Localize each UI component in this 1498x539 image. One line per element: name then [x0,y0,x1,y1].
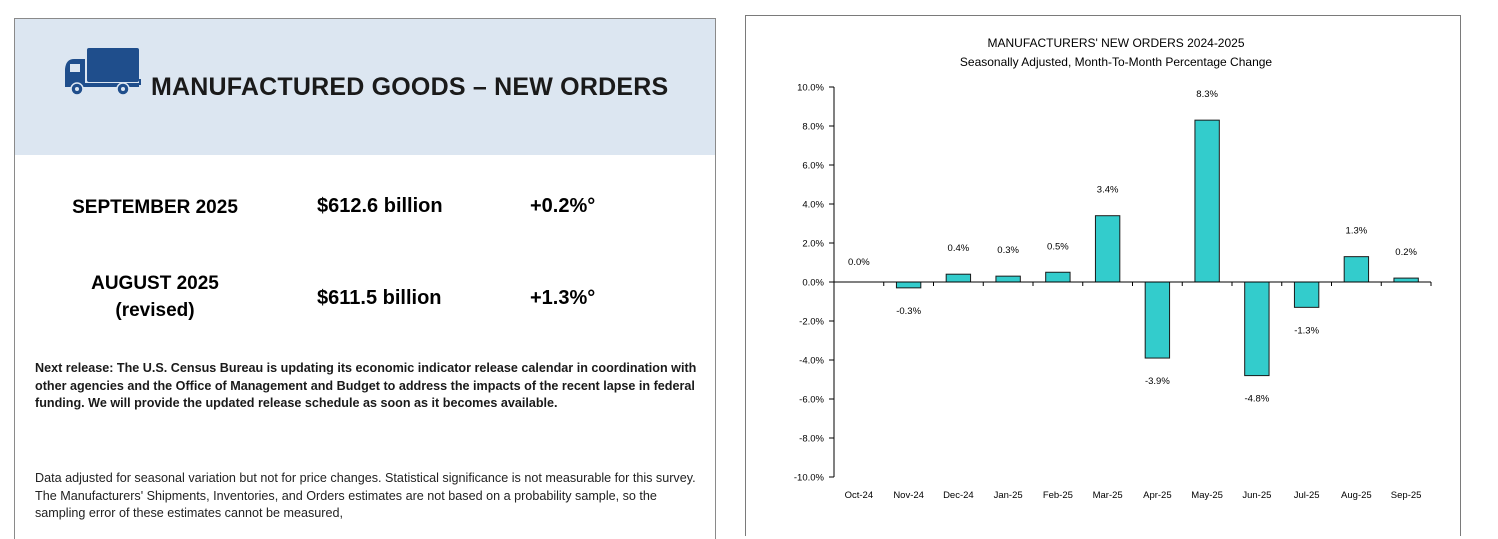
y-tick-label: 2.0% [802,239,824,250]
y-tick-label: -6.0% [799,395,824,406]
x-tick-label: Feb-25 [1043,490,1073,501]
data-label: 3.4% [1097,185,1119,196]
y-tick-label: 0.0% [802,278,824,289]
data-label: 0.2% [1395,247,1417,258]
x-tick-label: Aug-25 [1341,490,1372,501]
stat-period-note: (revised) [115,300,195,321]
chart-subtitle: Seasonally Adjusted, Month-To-Month Perc… [960,55,1273,69]
chart-panel: MANUFACTURERS' NEW ORDERS 2024-2025 Seas… [745,15,1461,536]
y-tick-label: 10.0% [797,83,824,94]
next-release-note: Next release: The U.S. Census Bureau is … [35,361,697,410]
report-title: MANUFACTURED GOODS – NEW ORDERS [151,73,669,101]
stat-change: +1.3%° [530,287,596,309]
stat-period: SEPTEMBER 2025 [72,197,238,218]
x-tick-label: Nov-24 [893,490,924,501]
truck-icon [65,48,141,96]
data-label: -4.8% [1244,394,1269,405]
y-tick-label: -10.0% [794,473,825,484]
x-tick-label: Oct-24 [845,490,874,501]
chart-title: MANUFACTURERS' NEW ORDERS 2024-2025 [987,36,1244,50]
stat-change: +0.2%° [530,195,596,217]
data-label: 0.0% [848,257,870,268]
report-summary-panel: MANUFACTURED GOODS – NEW ORDERS SEPTEMBE… [14,18,716,539]
new-orders-chart: MANUFACTURERS' NEW ORDERS 2024-2025 Seas… [794,36,1432,501]
bar [1393,277,1419,283]
bar [1244,281,1270,377]
bar [1293,281,1320,308]
y-tick-label: -4.0% [799,356,824,367]
data-label: 0.4% [948,243,970,254]
data-label: 8.3% [1196,89,1218,100]
y-tick-label: -2.0% [799,317,824,328]
methodology-note: Data adjusted for seasonal variation but… [35,471,696,520]
bars: 0.0% -0.3% 0.4% 0.3% 0.5% 3.4% -3.9% 8.3% -4.8% -… [848,89,1419,405]
data-label: -1.3% [1294,325,1319,336]
x-tick-label: Mar-25 [1093,490,1123,501]
bar [1045,271,1071,283]
y-tick-label: 6.0% [802,161,824,172]
data-label: 1.3% [1346,226,1368,237]
bar [995,275,1021,283]
x-tick-label: Jun-25 [1242,490,1271,501]
stat-period: AUGUST 2025 [91,273,219,294]
bar [895,281,922,289]
y-tick-label: 8.0% [802,122,824,133]
header-band: MANUFACTURED GOODS – NEW ORDERS [15,19,715,155]
bar [1094,215,1121,283]
x-tick-label: Sep-25 [1391,490,1422,501]
stat-value: $611.5 billion [317,287,442,309]
bar [1144,281,1171,359]
y-tick-label: -8.0% [799,434,824,445]
y-tick-label: 4.0% [802,200,824,211]
x-tick-label: May-25 [1191,490,1223,501]
x-axis: Oct-24 Nov-24 Dec-24 Jan-25 Feb-25 Mar-25 Apr-… [833,281,1432,501]
data-label: -3.9% [1145,376,1170,387]
data-label: -0.3% [896,306,921,317]
x-tick-label: Jul-25 [1294,490,1320,501]
bar [1343,256,1370,283]
y-axis: 10.0% 8.0% 6.0% 4.0% 2.0% 0.0% -2.0% -4.0% -6.0%… [794,83,835,484]
stat-value: $612.6 billion [317,195,443,217]
x-tick-label: Dec-24 [943,490,974,501]
x-tick-label: Jan-25 [994,490,1023,501]
data-label: 0.5% [1047,241,1069,252]
bar [1194,119,1220,283]
data-label: 0.3% [997,245,1019,256]
bar [945,273,972,283]
x-tick-label: Apr-25 [1143,490,1172,501]
